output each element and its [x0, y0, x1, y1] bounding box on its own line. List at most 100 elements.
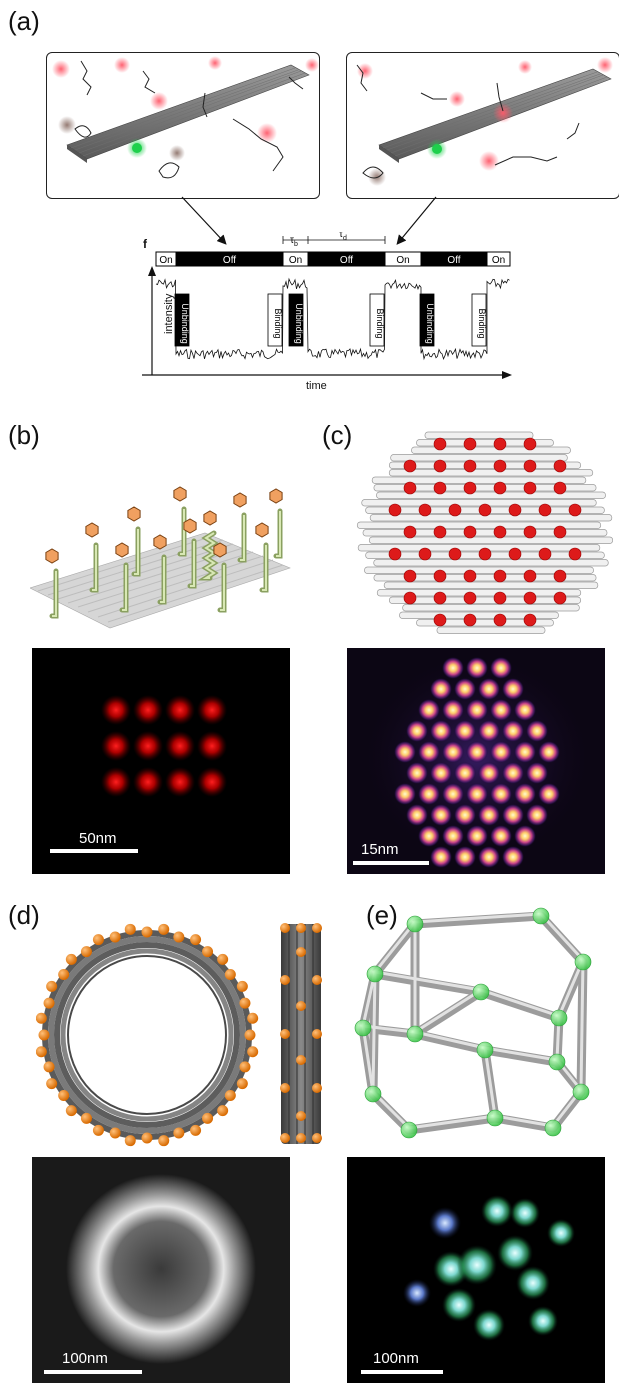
fluorescent-spot — [101, 695, 131, 725]
scale-bar — [50, 849, 138, 853]
panel-e-microscopy-image: 100nm — [347, 1157, 605, 1383]
dye-marker — [213, 542, 227, 558]
docking-site — [433, 459, 447, 473]
dye-marker — [269, 488, 283, 504]
scale-bar-label: 50nm — [79, 830, 117, 847]
docking-site — [224, 1090, 236, 1102]
docking-site — [463, 437, 477, 451]
docking-site — [312, 1083, 322, 1093]
fluorescent-spot — [197, 731, 227, 761]
vertex-dye — [532, 907, 550, 925]
fluorescent-spot — [466, 699, 488, 721]
scale-bar — [44, 1370, 142, 1374]
fluorescent-spot — [514, 825, 536, 847]
vertex-dye — [354, 1019, 372, 1037]
docking-site — [463, 525, 477, 539]
panel-d-schematic — [36, 923, 322, 1147]
x-axis-label: time — [306, 380, 327, 392]
dna-docking-strands — [45, 486, 283, 619]
docking-site — [43, 1061, 55, 1073]
vertex-dye — [472, 983, 490, 1001]
docking-site — [239, 1061, 251, 1073]
docking-site — [433, 569, 447, 583]
binding-event-labels: Unbinding Binding Unbinding Binding Unbindin… — [174, 293, 487, 347]
arrow-to-off-state — [181, 196, 227, 245]
intensity-trace — [155, 277, 510, 361]
fluorescent-spot — [538, 783, 560, 805]
binding-marker — [267, 293, 283, 347]
scale-bar — [361, 1370, 443, 1374]
fluorescent-spot — [101, 731, 131, 761]
docking-site — [523, 569, 537, 583]
dye-marker — [153, 534, 167, 550]
vertex-dye — [406, 1025, 424, 1043]
vertex-dye — [366, 965, 384, 983]
docking-site — [403, 525, 417, 539]
fluorescent-spot — [165, 731, 195, 761]
docking-site — [141, 926, 153, 938]
dna-strands — [356, 64, 580, 179]
panel-a-right-schematic — [346, 52, 619, 199]
docking-site — [553, 459, 567, 473]
panel-e-schematic — [354, 907, 592, 1139]
docking-site — [433, 437, 447, 451]
state-on — [486, 251, 511, 267]
docking-site — [43, 997, 55, 1009]
vertex-dye — [364, 1085, 382, 1103]
docking-site — [493, 591, 507, 605]
docking-site — [65, 953, 77, 965]
fluorescent-spot — [406, 804, 428, 826]
docking-site — [124, 923, 136, 935]
fluorescent-spot — [133, 731, 163, 761]
green-vertex-dyes — [354, 907, 592, 1139]
docking-site — [236, 980, 248, 992]
fluorescent-spot — [490, 783, 512, 805]
orange-docking-sites — [36, 923, 259, 1147]
docking-site — [190, 1124, 202, 1136]
tau-b-label: τb — [290, 235, 298, 248]
fluorescent-spot — [547, 1219, 575, 1247]
docking-site — [58, 968, 70, 980]
docking-site — [493, 569, 507, 583]
fluorescent-spot — [454, 762, 476, 784]
fluorescent-spot — [418, 783, 440, 805]
docking-site — [312, 975, 322, 985]
dye-marker — [45, 548, 59, 564]
fluorescent-spot — [430, 720, 452, 742]
fluorescent-spot — [429, 1207, 461, 1239]
scale-bar — [353, 861, 429, 865]
fluorescent-spot — [197, 695, 227, 725]
docking-site — [65, 1105, 77, 1117]
ring-fluorescence — [66, 1174, 256, 1364]
state-label: Off — [223, 255, 236, 266]
red-docking-sites — [388, 437, 582, 627]
docking-site — [280, 923, 290, 933]
docking-site — [92, 934, 104, 946]
docking-site — [296, 1111, 306, 1121]
fluorescent-spot — [478, 678, 500, 700]
state-label: Off — [340, 255, 353, 266]
binding-marker — [471, 293, 487, 347]
unbinding-marker — [174, 293, 190, 347]
fluorescent-spot — [430, 762, 452, 784]
vertex-dye — [550, 1009, 568, 1027]
docking-site — [538, 547, 552, 561]
docking-site — [224, 968, 236, 980]
docking-site — [36, 1046, 47, 1058]
fluorescent-spot — [454, 804, 476, 826]
docking-site — [296, 1133, 306, 1143]
hexagonal-spot-lattice — [359, 650, 595, 868]
docking-site — [553, 525, 567, 539]
docking-site — [124, 1135, 136, 1147]
state-label: On — [492, 255, 505, 266]
fluorescent-spot — [442, 1288, 476, 1322]
docking-site — [418, 503, 432, 517]
state-label: On — [289, 255, 302, 266]
fluorescent-spot — [454, 678, 476, 700]
docking-site — [523, 613, 537, 627]
fluorescent-spot — [133, 695, 163, 725]
polyhedron-fluorescence — [403, 1195, 575, 1341]
docking-site — [493, 525, 507, 539]
docking-site — [478, 547, 492, 561]
fluorescent-spot — [502, 846, 524, 868]
